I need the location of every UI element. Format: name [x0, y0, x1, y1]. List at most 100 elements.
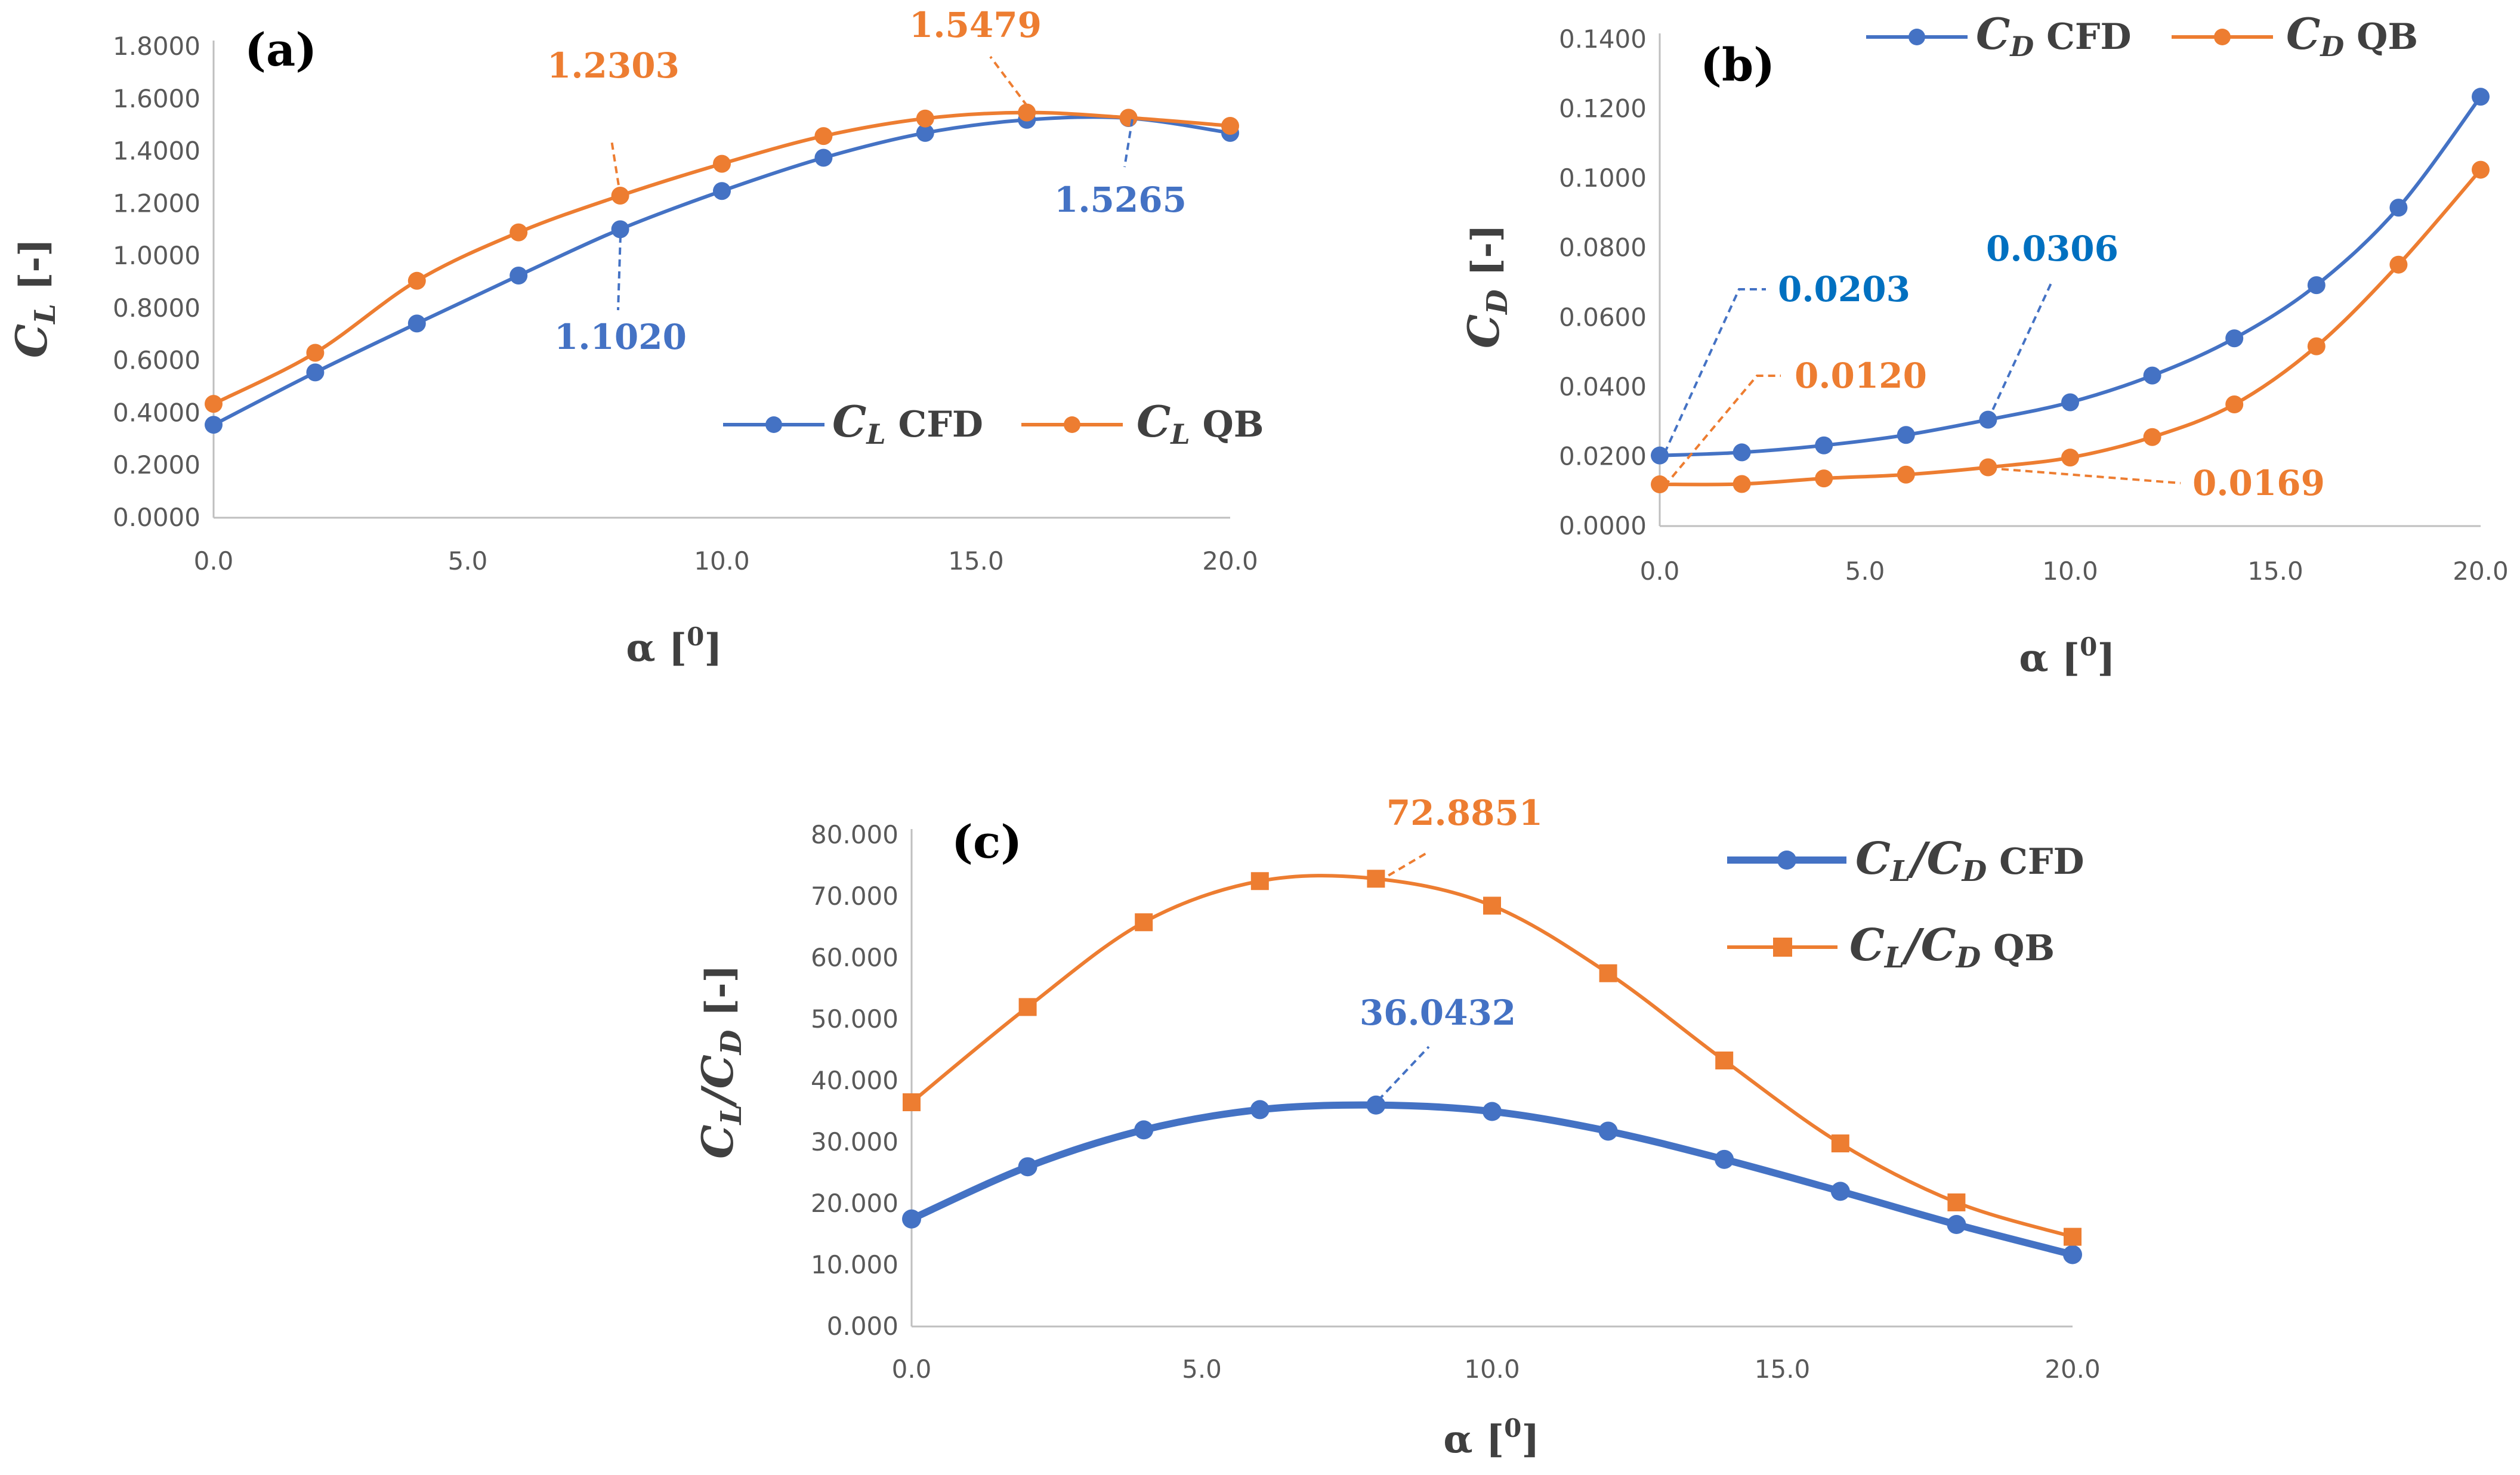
legend-b-qb-marker [2214, 29, 2231, 45]
panel-a-qb-point [509, 223, 528, 242]
alpha-sup-c: 0 [1504, 1414, 1521, 1443]
alpha-close-c: ] [1521, 1417, 1539, 1462]
legend-c-cfd-marker [1777, 851, 1796, 870]
annot-a-1-5479-leader [989, 55, 1029, 107]
panel-c-qb-point [903, 1093, 921, 1112]
panel-a-ytick-label: 0.0000 [113, 503, 200, 532]
panel-b-qb-point [1897, 465, 1915, 484]
b-y-rest: [-] [1463, 224, 1508, 289]
panel-a-qb-point [407, 271, 426, 290]
legend-a-cfd-main: C [832, 396, 866, 447]
legend-b-qb-main: C [2286, 8, 2320, 59]
legend-b-cfd-main: C [1976, 8, 2010, 59]
legend-c-qb-main: C [1849, 920, 1885, 971]
panel-c-ytick-label: 0.000 [827, 1312, 898, 1341]
panel-a-cfd-point [509, 267, 528, 285]
legend-b-qb-sub: D [2319, 30, 2344, 63]
annot-a-1-5479: 1.5479 [909, 5, 1042, 45]
panel-b-ytick-label: 0.0800 [1559, 233, 1647, 262]
panel-b: 0.0000 0.0200 0.0400 0.0600 0.0800 0.1000 0.12… [1458, 8, 2509, 681]
panel-b-cfd-point [2472, 88, 2490, 106]
annot-b-0-0169-leader [1989, 467, 2181, 484]
legend-c-qb-sub2: D [1955, 941, 1981, 975]
panel-a-xtick-label: 15.0 [948, 546, 1004, 576]
panel-a-qb-point [306, 344, 325, 362]
panel-b-cfd-point [1651, 446, 1669, 465]
panel-b-qb-point [2143, 428, 2161, 446]
legend-a-qb-main: C [1137, 396, 1171, 447]
legend-c-cfd-rest: CFD [1987, 841, 2084, 883]
panel-c-qb-point [2064, 1227, 2082, 1246]
panel-a-ytick-label: 1.4000 [113, 137, 200, 166]
panel-c-qb-point [1831, 1134, 1849, 1153]
svg-text:α [0]: α [0] [1443, 1414, 1539, 1462]
panel-c-qb-point [1715, 1052, 1734, 1070]
a-y-main: C [6, 324, 57, 358]
panel-c-axes: 0.000 10.000 20.000 30.000 40.000 50.000 60.00… [811, 820, 2101, 1384]
annot-b-0-0169: 0.0169 [2192, 463, 2325, 503]
panel-c-ytick-label: 40.000 [811, 1066, 898, 1095]
c-y-sub2: D [715, 1029, 748, 1056]
legend-b-qb-rest: QB [2344, 16, 2418, 58]
legend-a-qb-rest: QB [1190, 404, 1264, 446]
a-y-rest: [-] [11, 239, 56, 304]
panel-a-label: (a) [245, 23, 317, 76]
annot-a-1-2303: 1.2303 [547, 45, 680, 86]
svg-text:α [0]: α [0] [626, 622, 722, 670]
panel-c-xtick-label: 10.0 [1464, 1355, 1520, 1384]
c-y-main: C [692, 1125, 743, 1159]
panel-b-xtick-label: 15.0 [2247, 556, 2303, 586]
panel-b-ytick-label: 0.1000 [1559, 163, 1647, 193]
panel-c-annotations: 72.8851 36.0432 [1360, 793, 1543, 1102]
panel-b-qb-point [2061, 449, 2079, 467]
annot-c-72-8851-leader [1377, 851, 1430, 883]
panel-c-qb-line [910, 874, 2073, 1239]
panel-b-qb-point [1651, 475, 1669, 494]
panel-b-xtick-label: 10.0 [2042, 556, 2098, 586]
panel-c-qb-point [1483, 896, 1501, 915]
panel-c-cfd-point [1830, 1182, 1850, 1201]
panel-c-xtick-label: 0.0 [892, 1355, 932, 1384]
panel-a-qb-point [1119, 109, 1138, 127]
panel-a-ytick-label: 1.2000 [113, 188, 200, 218]
legend-c-cfd-sub2: D [1961, 855, 1987, 888]
annot-b-0-0203-leader [1663, 288, 1766, 454]
legend-b-cfd-sub: D [2009, 30, 2034, 63]
legend-c-cfd-mid: /C [1907, 833, 1962, 885]
annot-b-0-0203: 0.0203 [1778, 269, 1910, 310]
annot-a-1-1020: 1.1020 [554, 317, 687, 357]
panel-a-qb-point [916, 109, 934, 128]
panel-c-qb-point [1599, 964, 1617, 982]
annot-c-36-0432: 36.0432 [1360, 992, 1516, 1033]
alpha-sup-b: 0 [2080, 632, 2097, 661]
panel-a-xtick-label: 10.0 [694, 546, 750, 576]
c-y-rest: [-] [697, 964, 742, 1029]
panel-b-cfd-line [1659, 95, 2482, 457]
panel-c-ytick-label: 80.000 [811, 820, 898, 849]
alpha-close-a: ] [704, 626, 722, 670]
panel-a-axes: 0.0000 0.2000 0.4000 0.6000 0.8000 1.0000 1.20… [113, 32, 1258, 576]
legend-b-cfd-rest: CFD [2034, 16, 2131, 58]
panel-b-ytick-label: 0.1400 [1559, 24, 1647, 54]
panel-c-cfd-point [1250, 1100, 1270, 1120]
panel-a-cfd-point [916, 123, 934, 142]
panel-c-legend: CL/CD CFD CL/CD QB [1727, 833, 2084, 975]
panel-a-ytick-label: 1.6000 [113, 84, 200, 113]
panel-c-cfd-point [902, 1209, 921, 1229]
panel-a-qb-point [1221, 116, 1239, 135]
panel-b-qb-point [2307, 337, 2326, 355]
panel-c-xtick-label: 5.0 [1182, 1355, 1222, 1384]
panel-c-x-title: α [0] [1443, 1414, 1539, 1462]
c-y-sub1: L [715, 1105, 748, 1126]
legend-a-cfd-sub: L [865, 418, 885, 450]
panel-b-xtick-label: 5.0 [1845, 556, 1885, 586]
panel-c-qb-point [1018, 998, 1037, 1016]
panel-b-ytick-label: 0.0200 [1559, 441, 1647, 471]
panel-b-cfd-point [1815, 436, 1833, 454]
legend-a-cfd-rest: CFD [886, 404, 983, 446]
legend-a-qb-label: CL QB [1137, 396, 1264, 450]
panel-b-qb-line [1659, 168, 2482, 487]
panel-c-qb-point [1135, 913, 1153, 932]
panel-c: 0.000 10.000 20.000 30.000 40.000 50.000 60.00… [692, 793, 2101, 1462]
panel-c-cfd-point [1715, 1149, 1734, 1169]
